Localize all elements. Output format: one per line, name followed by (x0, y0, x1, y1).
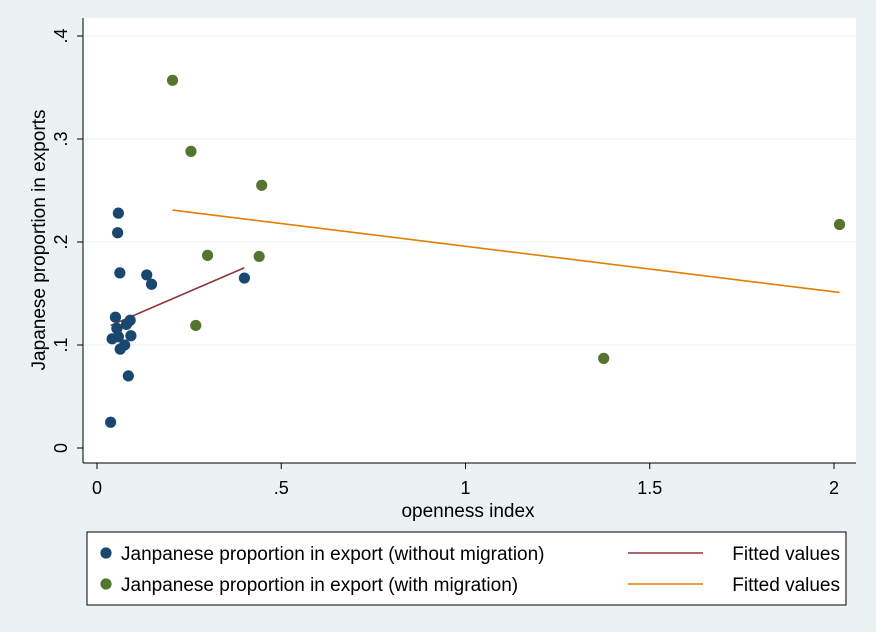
y-tick-label: 0 (51, 443, 71, 453)
legend-label: Fitted values (732, 575, 840, 596)
scatter-point (201, 249, 214, 261)
gridlines (84, 35, 856, 346)
scatter-point (145, 278, 158, 290)
scatter-point (166, 74, 179, 86)
y-tick-label: .4 (51, 28, 71, 43)
y-axis-ticks: 0 .1 .2 .3 .4 (51, 28, 83, 453)
plot-area (83, 18, 856, 463)
scatter-point (112, 331, 124, 343)
legend-label: Janpanese proportion in export (without … (121, 544, 545, 565)
scatter-point (109, 311, 122, 323)
legend: Janpanese proportion in export (without … (100, 544, 840, 596)
y-tick-label: .3 (51, 131, 71, 146)
legend-box (86, 531, 847, 606)
scatter-point (112, 207, 124, 219)
scatter-point (122, 370, 134, 382)
scatter-point (253, 250, 265, 263)
scatter-point (238, 272, 250, 284)
scatter-point (105, 416, 117, 428)
scatter-point (114, 267, 126, 279)
scatter-point (125, 330, 137, 342)
fitted-line (172, 209, 840, 294)
scatter-point (124, 314, 136, 326)
scatter-point (190, 319, 202, 332)
scatter-point (185, 145, 197, 157)
y-axis-title: Japanese proportion in exports (29, 110, 50, 371)
x-tick-label: 1 (460, 478, 470, 498)
x-axis-title: openness index (401, 501, 535, 522)
scatter-point (141, 269, 153, 281)
x-tick-label: .5 (274, 478, 289, 498)
series-layer (105, 74, 846, 428)
legend-label: Janpanese proportion in export (with mig… (121, 575, 518, 596)
x-tick-label: 1.5 (637, 478, 662, 498)
scatter-point (119, 339, 131, 351)
legend-label: Fitted values (732, 544, 840, 565)
legend-marker (100, 547, 112, 559)
x-tick-label: 2 (829, 478, 839, 498)
x-tick-label: 0 (92, 478, 102, 498)
scatter-point (112, 227, 124, 239)
y-tick-label: .2 (51, 234, 71, 249)
y-tick-label: .1 (51, 337, 71, 352)
scatter-point (833, 218, 846, 231)
legend-marker (100, 578, 112, 590)
scatter-point (598, 352, 610, 364)
scatter-point (256, 179, 268, 191)
x-axis-ticks: 0 .5 1 1.5 2 (92, 463, 839, 498)
